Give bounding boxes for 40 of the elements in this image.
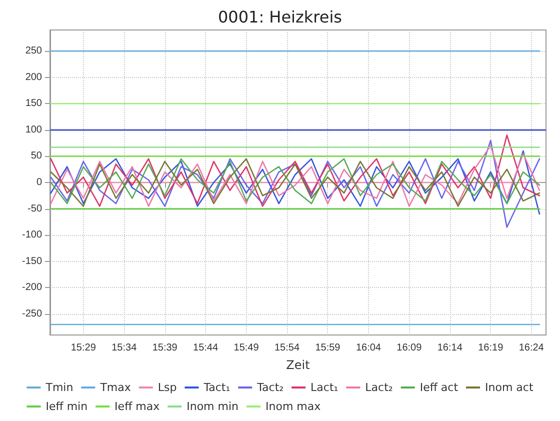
legend-label: Inom min — [186, 400, 239, 413]
legend-label: Tact₂ — [256, 381, 284, 394]
x-tick-label: 15:59 — [315, 342, 341, 354]
legend-label: Ieff max — [114, 400, 160, 413]
x-tick-label: 15:29 — [70, 342, 96, 354]
y-tick-label: 150 — [25, 98, 42, 110]
x-tick-label: 15:49 — [234, 342, 260, 354]
y-tick-label: 200 — [25, 72, 42, 83]
y-tick-label: -250 — [22, 308, 42, 320]
y-tick-label: 250 — [25, 46, 42, 57]
y-tick-label: -200 — [22, 282, 42, 294]
legend-label: Lsp — [158, 381, 177, 394]
x-axis-title: Zeit — [286, 358, 310, 372]
x-tick-label: 16:14 — [437, 342, 463, 354]
x-tick-label: 15:44 — [193, 342, 218, 354]
x-tick-label: 16:04 — [356, 342, 382, 354]
y-tick-label: 50 — [30, 150, 42, 162]
y-tick-label: 0 — [36, 177, 42, 188]
y-tick-label: -100 — [22, 230, 42, 241]
y-tick-label: -50 — [28, 203, 42, 214]
legend-label: Tmin — [44, 381, 74, 394]
legend-label: Inom max — [266, 400, 322, 413]
line-series — [50, 140, 540, 228]
y-tick-label: -150 — [22, 256, 42, 267]
x-tick-label: 15:54 — [274, 342, 300, 354]
legend-label: Tmax — [99, 381, 132, 394]
legend-label: Ieff min — [46, 400, 88, 413]
x-tick-label: 15:34 — [112, 342, 138, 354]
chart-title: 0001: Heizkreis — [218, 8, 342, 26]
x-tick-label: 16:24 — [518, 342, 544, 354]
legend-label: Inom act — [485, 381, 534, 394]
x-tick-label: 16:19 — [478, 342, 504, 354]
legend-label: Ieff act — [420, 381, 459, 394]
y-tick-label: 100 — [25, 124, 42, 136]
legend-label: Lact₁ — [310, 381, 338, 394]
x-tick-label: 16:09 — [396, 342, 422, 354]
x-tick-label: 15:39 — [152, 342, 178, 354]
legend-label: Tact₁ — [202, 381, 230, 394]
line-series — [50, 150, 540, 215]
legend-label: Lact₂ — [365, 381, 393, 394]
